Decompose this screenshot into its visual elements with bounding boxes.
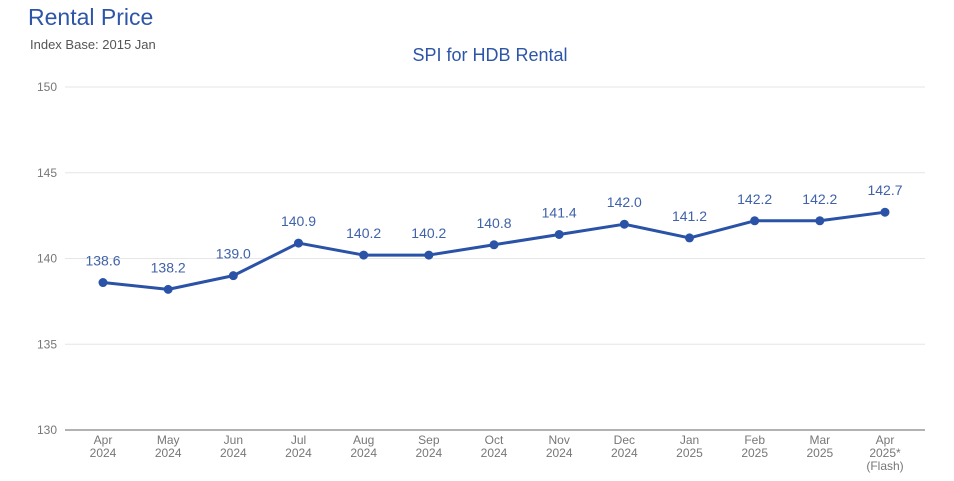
x-tick-label: 2024 bbox=[546, 446, 573, 460]
x-tick-label: 2024 bbox=[155, 446, 182, 460]
y-tick-label: 150 bbox=[37, 80, 57, 94]
data-label: 140.8 bbox=[476, 215, 511, 231]
data-point bbox=[685, 233, 694, 243]
x-tick-label: (Flash) bbox=[866, 459, 903, 473]
x-tick-label: 2024 bbox=[90, 446, 117, 460]
x-tick-label: Dec bbox=[614, 433, 635, 447]
y-tick-label: 145 bbox=[37, 166, 57, 180]
data-label: 142.0 bbox=[607, 194, 642, 210]
data-label: 141.2 bbox=[672, 208, 707, 224]
chart-title: SPI for HDB Rental bbox=[412, 45, 568, 65]
x-tick-label: Aug bbox=[353, 433, 374, 447]
data-label: 140.2 bbox=[411, 225, 446, 241]
y-tick-label: 135 bbox=[37, 337, 57, 351]
y-tick-label: 130 bbox=[37, 423, 57, 437]
data-point bbox=[489, 240, 499, 250]
data-label: 138.2 bbox=[151, 259, 186, 275]
index-base-subtitle: Index Base: 2015 Jan bbox=[30, 37, 156, 52]
x-tick-label: 2024 bbox=[415, 446, 442, 460]
x-tick-label: 2024 bbox=[481, 446, 508, 460]
data-point bbox=[163, 284, 173, 294]
x-tick-label: 2024 bbox=[285, 446, 312, 460]
data-point bbox=[98, 278, 108, 288]
data-label: 139.0 bbox=[216, 246, 251, 262]
data-point bbox=[228, 271, 238, 281]
x-tick-label: 2025 bbox=[676, 446, 703, 460]
x-tick-label: 2025* bbox=[869, 446, 901, 460]
x-tick-label: May bbox=[157, 433, 180, 447]
data-label: 138.6 bbox=[85, 253, 120, 269]
data-point bbox=[424, 250, 434, 260]
data-label: 141.4 bbox=[542, 204, 577, 220]
x-tick-label: 2024 bbox=[350, 446, 377, 460]
page-title: Rental Price bbox=[28, 4, 154, 30]
data-point bbox=[880, 207, 890, 217]
x-tick-label: 2024 bbox=[220, 446, 247, 460]
x-tick-label: 2024 bbox=[611, 446, 638, 460]
x-tick-label: Apr bbox=[94, 433, 113, 447]
data-point bbox=[554, 229, 564, 239]
data-point bbox=[619, 219, 629, 229]
x-tick-label: Jul bbox=[291, 433, 306, 447]
data-label: 142.2 bbox=[737, 191, 772, 207]
data-label: 140.9 bbox=[281, 213, 316, 229]
data-label: 142.7 bbox=[867, 182, 902, 198]
x-tick-label: 2025 bbox=[806, 446, 833, 460]
data-point bbox=[294, 238, 303, 248]
x-tick-label: Jun bbox=[224, 433, 243, 447]
x-tick-label: Nov bbox=[548, 433, 569, 447]
data-point bbox=[359, 250, 369, 260]
data-point bbox=[815, 216, 825, 226]
x-tick-label: 2025 bbox=[741, 446, 768, 460]
x-tick-label: Feb bbox=[744, 433, 765, 447]
x-tick-label: Sep bbox=[418, 433, 440, 447]
x-tick-label: Oct bbox=[485, 433, 504, 447]
x-tick-label: Mar bbox=[809, 433, 830, 447]
y-tick-label: 140 bbox=[37, 252, 57, 266]
x-tick-label: Jan bbox=[680, 433, 699, 447]
x-tick-label: Apr bbox=[876, 433, 895, 447]
data-label: 142.2 bbox=[802, 191, 837, 207]
data-label: 140.2 bbox=[346, 225, 381, 241]
data-point bbox=[750, 216, 760, 226]
